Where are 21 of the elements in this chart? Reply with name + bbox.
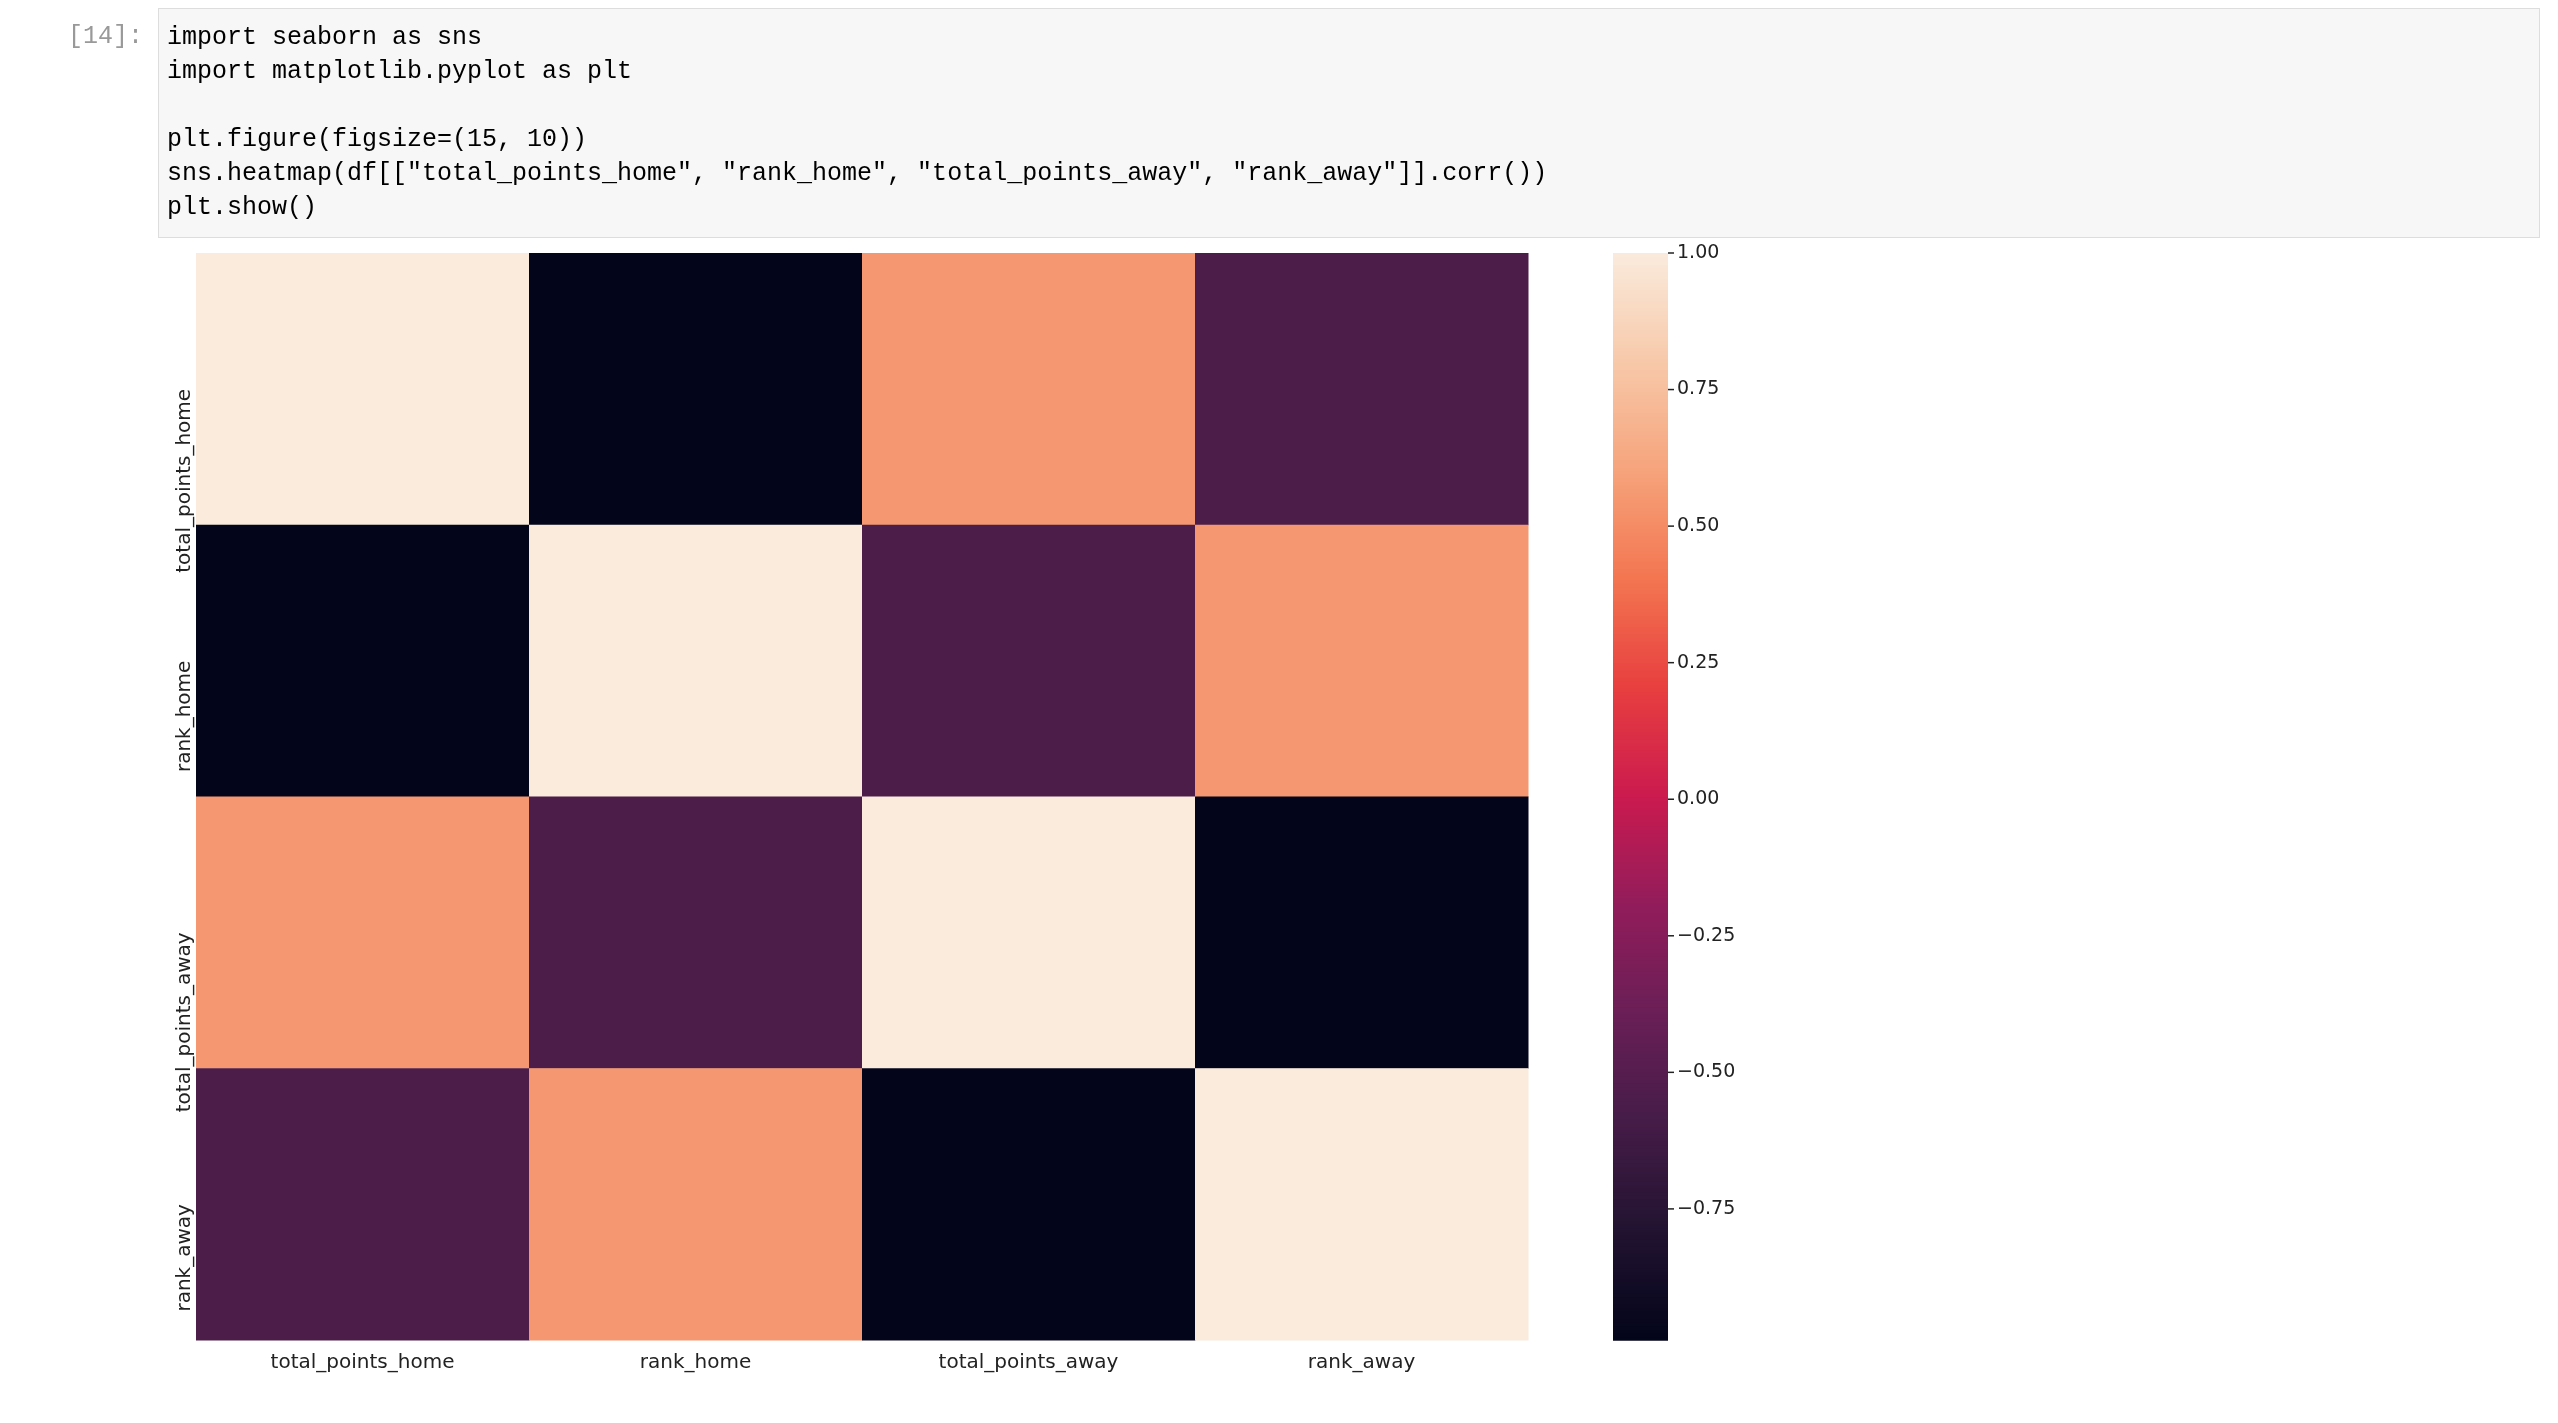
text: plt.figure(figsize=(15, 10)) <box>167 124 589 156</box>
color-bar-label: −0.75 <box>1677 1195 1736 1218</box>
x-tick-label: total_points_away <box>938 1349 1119 1374</box>
text: sns.heatmap(df[["total_points_home", "rank_home", "total_points_away", "rank_away"]].corr()) <box>167 158 1549 190</box>
color-bar-label: −0.50 <box>1677 1059 1736 1082</box>
x-tick-label: rank_away <box>1307 1349 1416 1374</box>
color-bar-label: 0.00 <box>1677 786 1720 809</box>
y-tick-label: rank_home <box>171 660 196 773</box>
color-bar-label: 0.75 <box>1677 376 1720 399</box>
text: import seaborn as sns <box>167 22 484 54</box>
color-bar-label: 0.50 <box>1677 513 1720 536</box>
text: plt.show() <box>167 192 319 224</box>
color-bar-label: 1.00 <box>1677 239 1720 262</box>
x-tick-label: total_points_home <box>270 1349 455 1374</box>
y-tick-label: total_points_home <box>171 388 196 573</box>
text: [14]: <box>68 21 144 53</box>
color-bar-label: 0.25 <box>1677 649 1720 672</box>
x-tick-label: rank_home <box>639 1349 752 1374</box>
y-tick-label: total_points_away <box>171 932 196 1113</box>
text: import matplotlib.pyplot as plt <box>167 56 634 88</box>
color-bar-label: −0.25 <box>1677 922 1736 945</box>
